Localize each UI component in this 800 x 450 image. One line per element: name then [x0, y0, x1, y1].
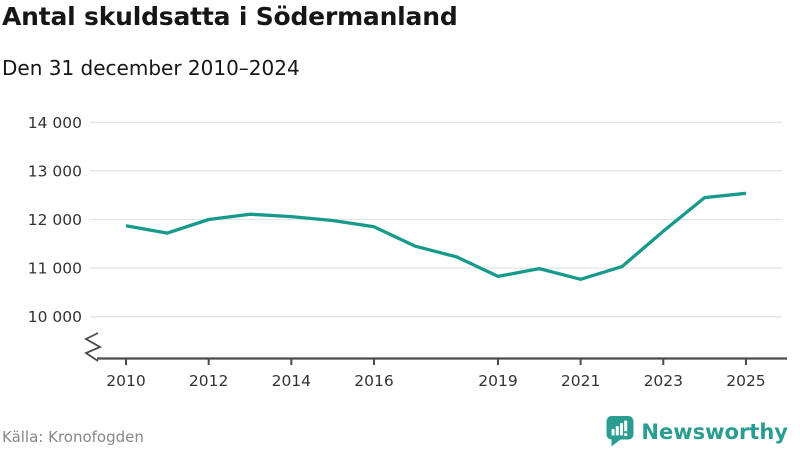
y-tick-label: 13 000: [28, 162, 82, 180]
x-tick-label: 2021: [561, 372, 600, 390]
y-tick-label: 11 000: [28, 260, 82, 278]
y-tick-label: 14 000: [28, 114, 82, 132]
x-tick-label: 2016: [354, 372, 393, 390]
source-note: Källa: Kronofogden: [2, 428, 144, 446]
x-tick-label: 2010: [106, 372, 145, 390]
y-tick-label: 12 000: [28, 211, 82, 229]
brand-name: Newsworthy: [641, 419, 788, 444]
chart-title: Antal skuldsatta i Södermanland: [2, 2, 458, 31]
x-tick-label: 2023: [644, 372, 683, 390]
newsworthy-speech-bubble-barchart-icon: [606, 416, 634, 447]
data-line-antal-skuldsatta: [125, 191, 747, 281]
chart-subtitle: Den 31 december 2010–2024: [2, 56, 300, 80]
y-tick-label: 10 000: [28, 308, 82, 326]
x-tick-label: 2014: [272, 372, 311, 390]
x-tick-label: 2025: [726, 372, 765, 390]
x-tick-label: 2012: [189, 372, 228, 390]
newsworthy-logo: Newsworthy: [606, 416, 788, 447]
x-tick-label: 2019: [478, 372, 517, 390]
axis-break-icon: [84, 332, 103, 362]
